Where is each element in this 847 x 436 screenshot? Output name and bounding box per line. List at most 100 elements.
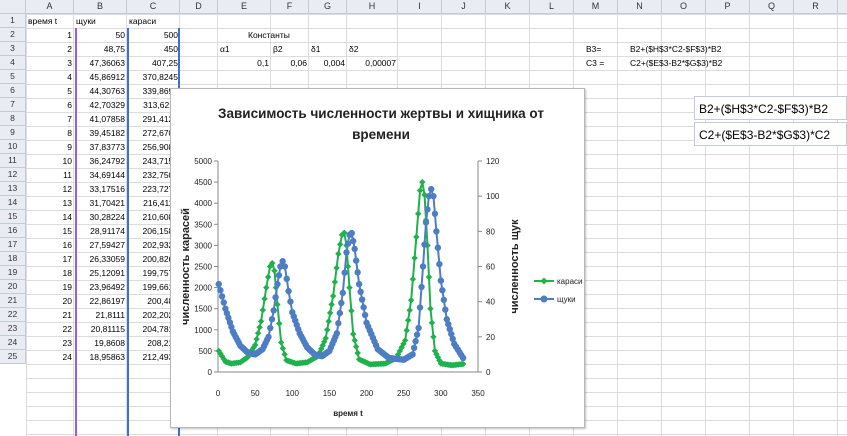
row-header-12[interactable]: 12 — [0, 168, 26, 182]
cell-c25[interactable]: 212,4932 — [142, 352, 178, 362]
cell-c20[interactable]: 199,6613 — [142, 282, 178, 292]
column-header-o[interactable]: O — [662, 0, 706, 14]
formula-textbox-2[interactable]: C2+($E$3-B2*$G$3)*C2 — [694, 122, 847, 146]
row-header-23[interactable]: 23 — [0, 322, 26, 336]
cell-c24[interactable]: 208,213 — [147, 338, 178, 348]
cell-a2[interactable]: 1 — [67, 30, 72, 40]
cell-c12[interactable]: 232,7506 — [142, 170, 178, 180]
cell-a8[interactable]: 7 — [67, 114, 72, 124]
constant-value-4[interactable]: 0,00007 — [365, 58, 396, 68]
row-header-18[interactable]: 18 — [0, 252, 26, 266]
column-header-d[interactable]: D — [180, 0, 218, 14]
column-header-h[interactable]: H — [347, 0, 398, 14]
cell-b20[interactable]: 23,96492 — [89, 282, 125, 292]
row-header-1[interactable]: 1 — [0, 14, 26, 28]
column-header-f[interactable]: F — [271, 0, 309, 14]
cell-a17[interactable]: 16 — [62, 240, 72, 250]
cell-b3[interactable]: 48,75 — [103, 44, 125, 54]
cell-c22[interactable]: 202,2026 — [142, 310, 178, 320]
row-header-25[interactable]: 25 — [0, 350, 26, 364]
cell-c9[interactable]: 272,6706 — [142, 128, 178, 138]
cell-b15[interactable]: 30,28224 — [89, 212, 125, 222]
cell-b2[interactable]: 50 — [115, 30, 125, 40]
cell-b9[interactable]: 39,45182 — [89, 128, 125, 138]
constants-title[interactable]: Константы — [248, 30, 290, 40]
header-t[interactable]: время t — [28, 16, 58, 26]
select-all-corner[interactable] — [0, 0, 26, 14]
constant-value-2[interactable]: 0,06 — [290, 58, 307, 68]
cell-c23[interactable]: 204,7818 — [142, 324, 178, 334]
formula-textbox-1[interactable]: B2+($H$3*C2-$F$3)*B2 — [694, 96, 847, 120]
row-header-4[interactable]: 4 — [0, 56, 26, 70]
cell-c3[interactable]: 450 — [163, 44, 178, 54]
constant-value-1[interactable]: 0,1 — [257, 58, 269, 68]
row-header-6[interactable]: 6 — [0, 84, 26, 98]
cell-c2[interactable]: 500 — [163, 30, 178, 40]
column-header-b[interactable]: B — [74, 0, 127, 14]
header-pike[interactable]: щуки — [76, 16, 96, 26]
chart-object[interactable]: Зависимость численности жертвы и хищника… — [170, 88, 585, 428]
cell-a13[interactable]: 12 — [62, 184, 72, 194]
row-header-19[interactable]: 19 — [0, 266, 26, 280]
row-header-21[interactable]: 21 — [0, 294, 26, 308]
cell-a15[interactable]: 14 — [62, 212, 72, 222]
cell-c17[interactable]: 202,9326 — [142, 240, 178, 250]
row-header-22[interactable]: 22 — [0, 308, 26, 322]
row-header-11[interactable]: 11 — [0, 154, 26, 168]
b3-formula[interactable]: B2+($H$3*C2-$F$3)*B2 — [630, 44, 722, 54]
column-header-r[interactable]: R — [794, 0, 838, 14]
cell-b22[interactable]: 21,8111 — [95, 310, 125, 320]
cell-c7[interactable]: 313,6211 — [143, 100, 178, 110]
cell-b18[interactable]: 26,33059 — [89, 254, 125, 264]
constant-label-4[interactable]: δ2 — [349, 44, 359, 54]
column-header-c[interactable]: C — [127, 0, 180, 14]
cell-a9[interactable]: 8 — [67, 128, 72, 138]
cell-c10[interactable]: 256,9083 — [142, 142, 178, 152]
cell-c13[interactable]: 223,7279 — [142, 184, 178, 194]
cell-a4[interactable]: 3 — [67, 58, 72, 68]
constant-label-3[interactable]: δ1 — [311, 44, 321, 54]
cell-a23[interactable]: 22 — [62, 324, 72, 334]
row-header-24[interactable]: 24 — [0, 336, 26, 350]
column-header-s[interactable]: S — [838, 0, 847, 14]
column-header-m[interactable]: M — [574, 0, 618, 14]
cell-b14[interactable]: 31,70421 — [89, 198, 125, 208]
cell-a14[interactable]: 13 — [62, 198, 72, 208]
cell-a22[interactable]: 21 — [62, 310, 72, 320]
cell-a20[interactable]: 19 — [62, 282, 72, 292]
row-header-3[interactable]: 3 — [0, 42, 26, 56]
cell-b4[interactable]: 47,36063 — [89, 58, 125, 68]
constant-label-2[interactable]: β2 — [273, 44, 283, 54]
cell-a21[interactable]: 20 — [62, 296, 72, 306]
column-header-k[interactable]: K — [486, 0, 530, 14]
row-header-17[interactable]: 17 — [0, 238, 26, 252]
row-header-14[interactable]: 14 — [0, 196, 26, 210]
row-header-8[interactable]: 8 — [0, 112, 26, 126]
cell-c6[interactable]: 339,8694 — [142, 86, 178, 96]
cell-a24[interactable]: 23 — [62, 338, 72, 348]
cell-a19[interactable]: 18 — [62, 268, 72, 278]
row-header-9[interactable]: 9 — [0, 126, 26, 140]
b3-label[interactable]: B3= — [586, 44, 602, 54]
cell-b7[interactable]: 42,70329 — [89, 100, 125, 110]
row-header-20[interactable]: 20 — [0, 280, 26, 294]
cell-c11[interactable]: 243,7158 — [142, 156, 178, 166]
cell-b10[interactable]: 37,83773 — [89, 142, 125, 152]
row-header-2[interactable]: 2 — [0, 28, 26, 42]
column-header-a[interactable]: A — [26, 0, 74, 14]
row-header-16[interactable]: 16 — [0, 224, 26, 238]
cell-c8[interactable]: 291,4126 — [142, 114, 178, 124]
cell-a7[interactable]: 6 — [67, 100, 72, 110]
row-header-10[interactable]: 10 — [0, 140, 26, 154]
cell-b17[interactable]: 27,59427 — [89, 240, 125, 250]
cell-c21[interactable]: 200,488 — [147, 296, 178, 306]
column-header-l[interactable]: L — [530, 0, 574, 14]
c3-formula[interactable]: C2+($E$3-B2*$G$3)*B2 — [630, 58, 723, 68]
cell-b12[interactable]: 34,69144 — [89, 170, 125, 180]
cell-b5[interactable]: 45,86912 — [89, 72, 125, 82]
cell-c18[interactable]: 200,8268 — [142, 254, 178, 264]
row-header-13[interactable]: 13 — [0, 182, 26, 196]
cell-a5[interactable]: 4 — [67, 72, 72, 82]
column-header-e[interactable]: E — [218, 0, 271, 14]
cell-a3[interactable]: 2 — [67, 44, 72, 54]
